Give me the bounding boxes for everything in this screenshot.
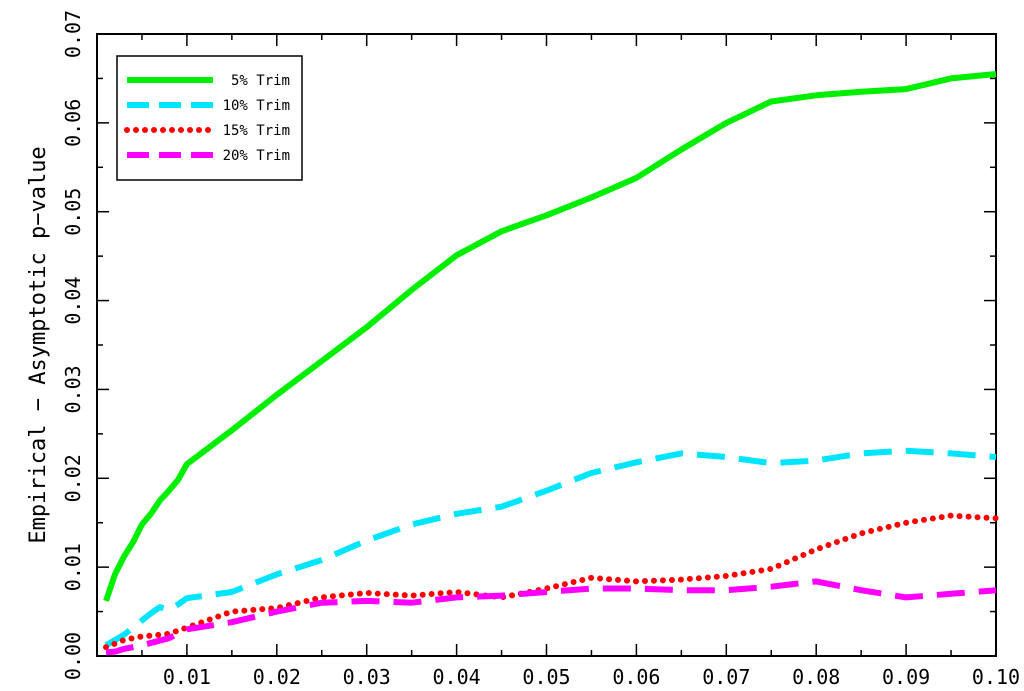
y-axis-label: Empirical − Asymptotic p−value — [26, 146, 51, 543]
legend-label: 10% Trim — [223, 98, 290, 114]
x-tick-label: 0.02 — [253, 665, 301, 689]
y-tick-label: 0.06 — [61, 99, 85, 147]
y-tick-label: 0.07 — [61, 10, 85, 58]
legend-label: 15% Trim — [223, 123, 290, 139]
series-line-5-trim — [103, 71, 997, 602]
x-tick-label: 0.04 — [433, 665, 481, 689]
y-axis-label-group: Empirical − Asymptotic p−value — [26, 146, 51, 543]
x-tick-label: 0.10 — [972, 665, 1020, 689]
series-line-20-trim — [105, 578, 997, 656]
x-tick-label: 0.01 — [163, 665, 211, 689]
y-tick-label: 0.01 — [61, 543, 85, 591]
x-tick-label: 0.07 — [702, 665, 750, 689]
series-lines — [103, 71, 999, 656]
y-tick-label: 0.05 — [61, 188, 85, 236]
legend-box — [116, 55, 303, 181]
legend-label: 5% Trim — [231, 73, 290, 89]
series-line-10-trim — [104, 447, 997, 648]
legend-label: 20% Trim — [223, 148, 290, 164]
y-tick-label: 0.00 — [61, 632, 85, 680]
x-tick-label: 0.05 — [522, 665, 570, 689]
x-tick-label: 0.09 — [882, 665, 930, 689]
series-line-15-trim — [103, 512, 999, 651]
y-tick-label: 0.02 — [61, 454, 85, 502]
y-tick-label: 0.04 — [61, 276, 85, 324]
axis-ticks: 0.01 0.02 0.03 0.04 0.05 0.06 0.07 0.08 0.09 0.10… — [61, 10, 1020, 689]
x-tick-label: 0.08 — [792, 665, 840, 689]
y-tick-label: 0.03 — [61, 365, 85, 413]
x-tick-label: 0.06 — [612, 665, 660, 689]
legend: 5% Trim 10% Trim 15% Trim 20% Trim — [116, 55, 303, 181]
x-tick-label: 0.03 — [343, 665, 391, 689]
